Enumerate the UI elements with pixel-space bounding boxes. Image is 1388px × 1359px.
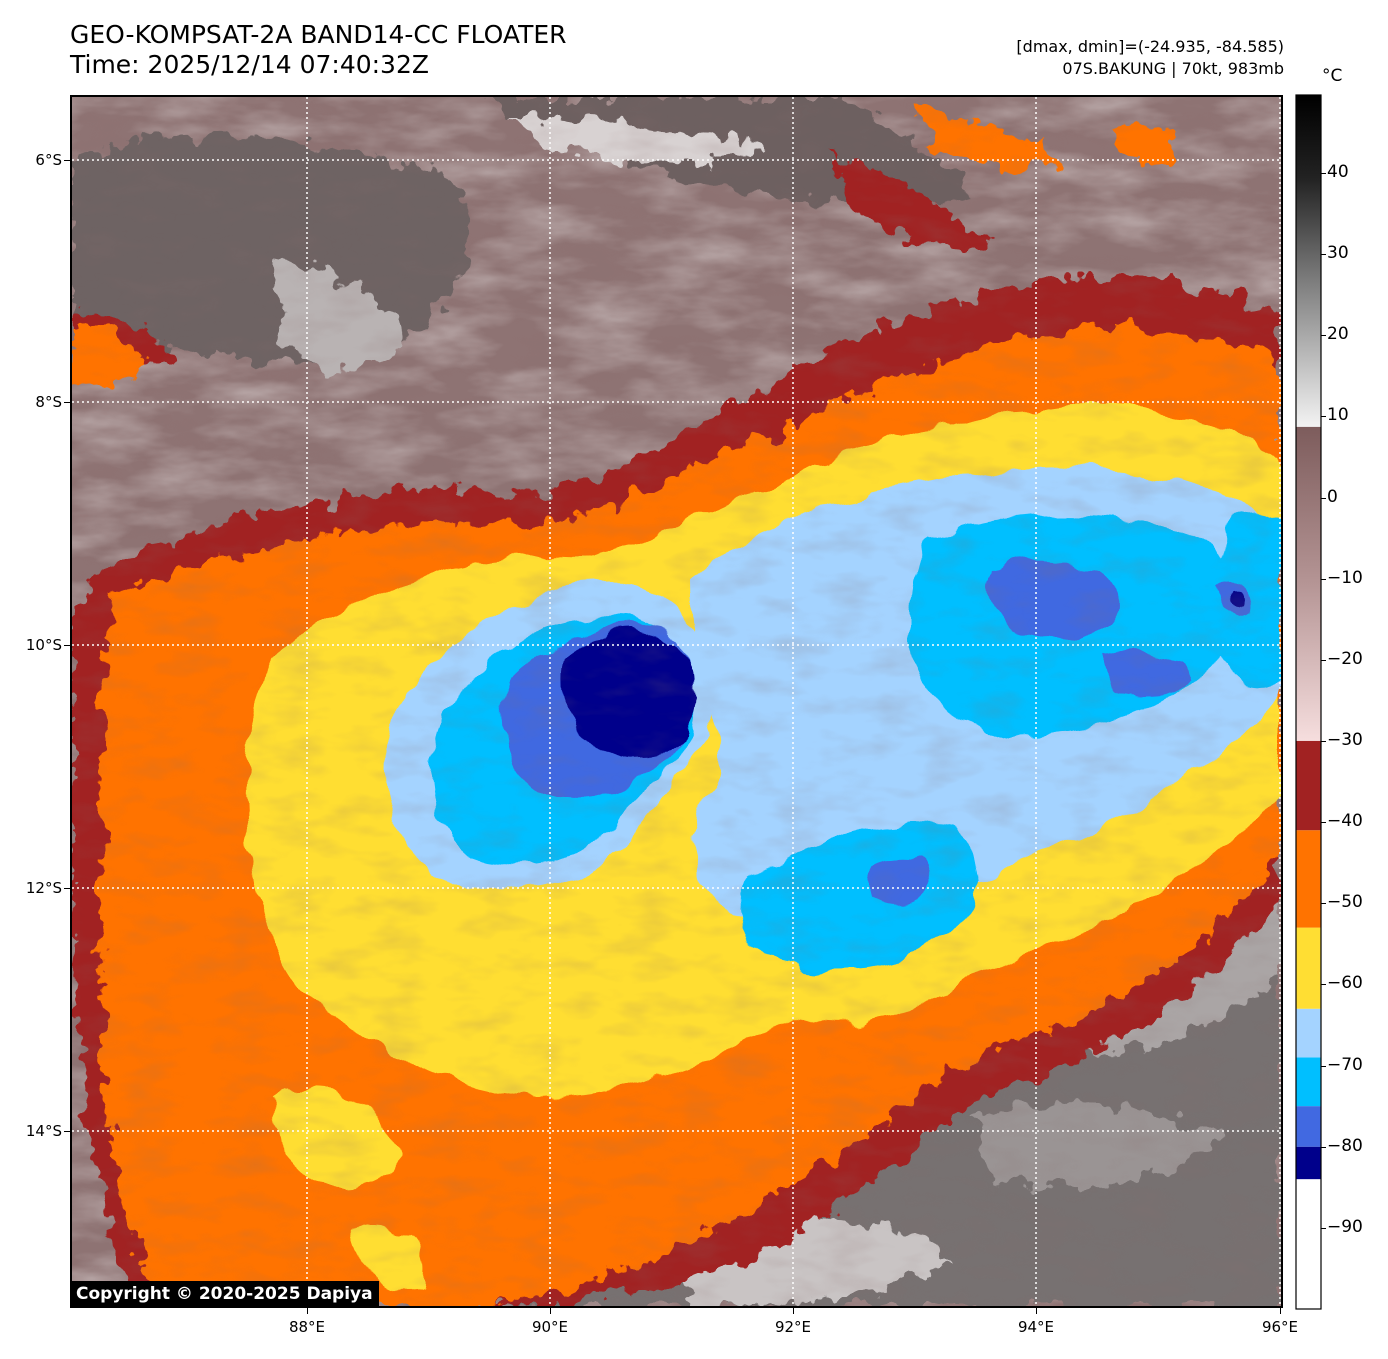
longitude-tick-mark xyxy=(1280,1308,1281,1314)
colorbar-band xyxy=(1296,1008,1321,1058)
colorbar-bands xyxy=(1296,95,1321,1309)
colorbar-band xyxy=(1296,927,1321,1009)
colorbar-band xyxy=(1296,1106,1321,1147)
latitude-tick-mark xyxy=(64,1131,70,1132)
colorbar-tick-label: −10 xyxy=(1327,567,1363,588)
latitude-tick-mark xyxy=(64,645,70,646)
longitude-tick-label: 90°E xyxy=(531,1318,569,1336)
colorbar-tick-label: 30 xyxy=(1327,243,1349,264)
longitude-tick-mark xyxy=(307,1308,308,1314)
colorbar-tick-label: −70 xyxy=(1327,1054,1363,1075)
graticule xyxy=(72,97,1281,1306)
colorbar-tick-label: 20 xyxy=(1327,324,1349,345)
colorbar-tick-mark xyxy=(1321,1227,1326,1229)
colorbar-tick-label: −30 xyxy=(1327,729,1363,750)
colorbar-tick-label: −20 xyxy=(1327,648,1363,669)
colorbar-unit: °C xyxy=(1322,66,1343,86)
colorbar-tick-mark xyxy=(1321,1146,1326,1148)
latitude-tick-label: 6°S xyxy=(35,151,62,169)
colorbar-tick-label: −60 xyxy=(1327,973,1363,994)
longitude-tick-label: 96°E xyxy=(1261,1318,1299,1336)
colorbar-tick-mark xyxy=(1321,822,1326,824)
colorbar-tick-label: 40 xyxy=(1327,161,1349,182)
latitude-tick-mark xyxy=(64,888,70,889)
longitude-tick-label: 94°E xyxy=(1017,1318,1055,1336)
colorbar-tick-mark xyxy=(1321,659,1326,661)
latitude-tick-mark xyxy=(64,160,70,161)
colorbar-tick-mark xyxy=(1321,497,1326,499)
title-line-satellite: GEO-KOMPSAT-2A BAND14-CC FLOATER xyxy=(70,20,567,49)
colorbar-tick-mark xyxy=(1321,335,1326,337)
colorbar-tick-label: 0 xyxy=(1327,486,1338,507)
temperature-colorbar xyxy=(1295,94,1322,1310)
colorbar-band xyxy=(1296,1179,1321,1309)
colorbar-tick-mark xyxy=(1321,903,1326,905)
colorbar-tick-mark xyxy=(1321,1065,1326,1067)
colorbar-band xyxy=(1296,1057,1321,1107)
longitude-tick-label: 88°E xyxy=(288,1318,326,1336)
cloud-wisps xyxy=(72,97,1281,1306)
colorbar-band xyxy=(1296,1146,1321,1180)
satellite-imagery xyxy=(72,97,1281,1306)
colorbar-gray-gradient xyxy=(1296,95,1321,427)
colorbar-tick-label: −90 xyxy=(1327,1216,1363,1237)
colorbar-band xyxy=(1296,830,1321,928)
info-temperature-range: [dmax, dmin]=(-24.935, -84.585) xyxy=(1016,37,1284,56)
latitude-tick-label: 12°S xyxy=(25,879,62,897)
colorbar-tick-mark xyxy=(1321,416,1326,418)
longitude-tick-label: 92°E xyxy=(774,1318,812,1336)
colorbar-tick-mark xyxy=(1321,578,1326,580)
colorbar-tick-mark xyxy=(1321,254,1326,256)
colorbar-tick-label: 10 xyxy=(1327,405,1349,426)
colorbar-border xyxy=(1295,94,1322,1310)
info-storm: 07S.BAKUNG | 70kt, 983mb xyxy=(1062,59,1284,78)
colorbar-tick-label: −80 xyxy=(1327,1135,1363,1156)
colorbar-tick-mark xyxy=(1321,172,1326,174)
copyright-notice: Copyright © 2020-2025 Dapiya xyxy=(70,1281,379,1308)
longitude-tick-mark xyxy=(1036,1308,1037,1314)
longitude-tick-mark xyxy=(550,1308,551,1314)
latitude-tick-label: 14°S xyxy=(25,1122,62,1140)
latitude-tick-mark xyxy=(64,402,70,403)
colorbar-tick-mark xyxy=(1321,984,1326,986)
latitude-tick-label: 10°S xyxy=(25,636,62,654)
colorbar-tick-mark xyxy=(1321,740,1326,742)
latitude-tick-label: 8°S xyxy=(35,393,62,411)
title-line-time: Time: 2025/12/14 07:40:32Z xyxy=(70,50,429,79)
colorbar-brown-gradient xyxy=(1296,426,1321,741)
colorbar-tick-label: −50 xyxy=(1327,892,1363,913)
colorbar-band xyxy=(1296,740,1321,831)
longitude-tick-mark xyxy=(793,1308,794,1314)
satellite-map xyxy=(70,95,1283,1308)
colorbar-tick-label: −40 xyxy=(1327,811,1363,832)
